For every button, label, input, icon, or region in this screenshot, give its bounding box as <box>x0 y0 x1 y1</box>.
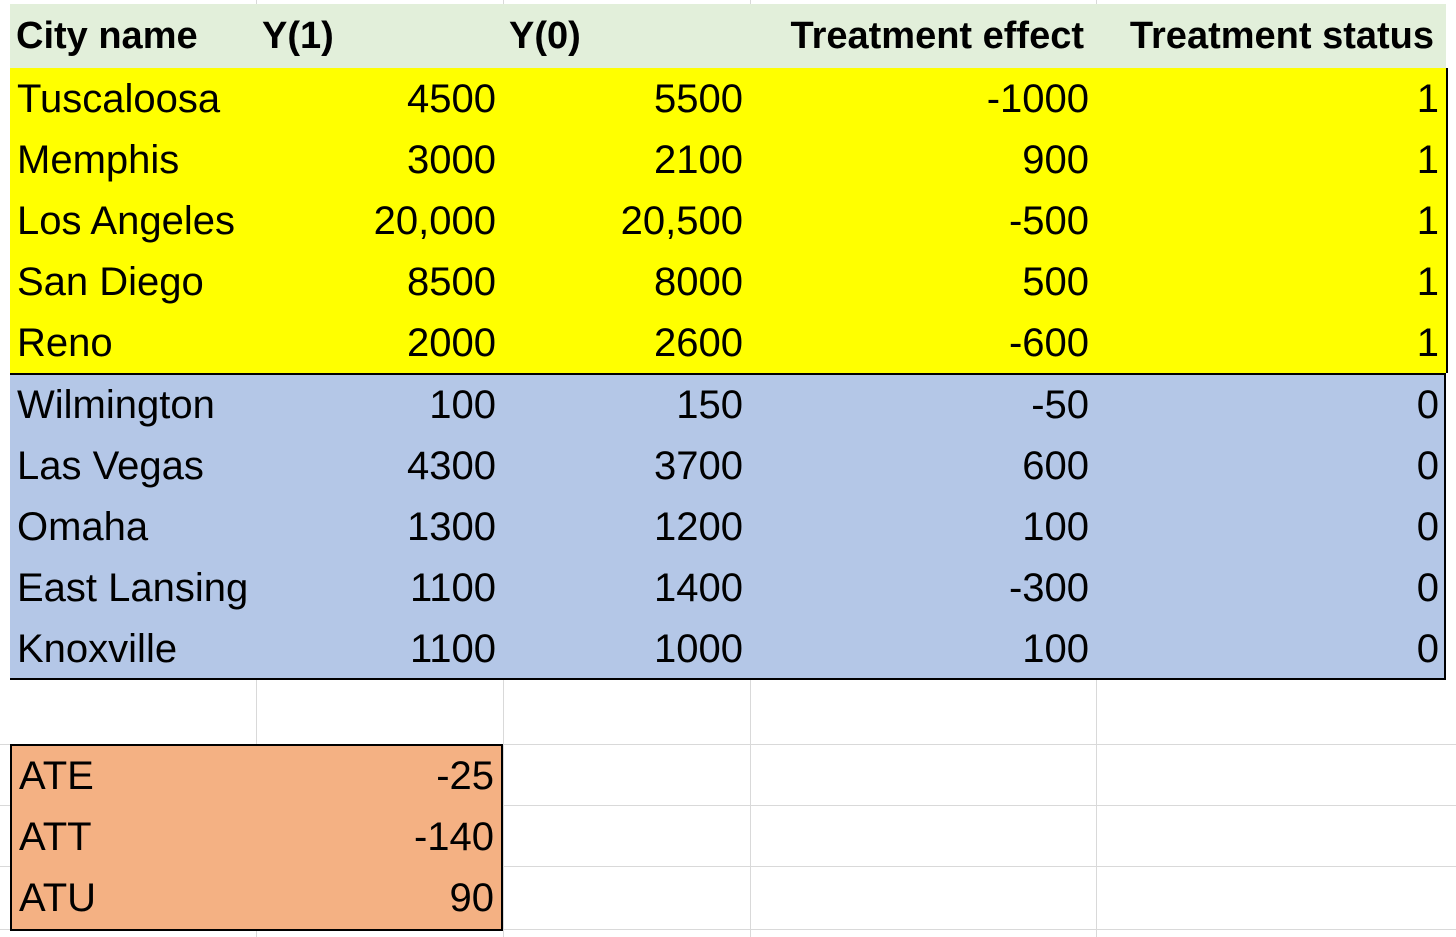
cell-city[interactable]: Memphis <box>17 138 180 182</box>
cell-effect[interactable]: -600 <box>1008 321 1089 365</box>
cell-y1[interactable]: 4300 <box>407 444 496 488</box>
cell-y0[interactable]: 1400 <box>654 566 743 610</box>
table-row: Wilmington 100 150 -50 0 <box>10 375 1446 436</box>
cell-y1[interactable]: 1100 <box>409 627 496 671</box>
header-city[interactable]: City name <box>16 14 198 57</box>
cell-status[interactable]: 1 <box>1416 138 1439 182</box>
cell-effect[interactable]: 600 <box>1022 444 1089 488</box>
cell-y1[interactable]: 20,000 <box>373 199 496 243</box>
cell-y0[interactable]: 20,500 <box>620 199 743 243</box>
cell-status[interactable]: 0 <box>1416 383 1439 427</box>
header-row: City name Y(1) Y(0) Treatment effect Tre… <box>10 4 1446 70</box>
summary-label[interactable]: ATU <box>19 876 97 920</box>
table-row: Knoxville 1100 1000 100 0 <box>10 619 1446 680</box>
cell-y1[interactable]: 1100 <box>409 566 496 610</box>
cell-y0[interactable]: 5500 <box>654 77 743 121</box>
cell-status[interactable]: 0 <box>1416 566 1439 610</box>
cell-y1[interactable]: 1300 <box>407 505 496 549</box>
summary-row: ATU 90 <box>12 868 501 929</box>
table-row: Omaha 1300 1200 100 0 <box>10 497 1446 558</box>
header-y0[interactable]: Y(0) <box>509 14 581 57</box>
cell-y0[interactable]: 3700 <box>654 444 743 488</box>
cell-city[interactable]: East Lansing <box>17 566 249 610</box>
table-row: Tuscaloosa 4500 5500 -1000 1 <box>10 69 1446 130</box>
gridline <box>0 744 1456 745</box>
cell-y0[interactable]: 2600 <box>654 321 743 365</box>
summary-block: ATE -25 ATT -140 ATU 90 <box>10 744 503 931</box>
summary-value[interactable]: -140 <box>413 815 494 859</box>
cell-city[interactable]: Reno <box>17 321 113 365</box>
control-group <box>10 373 1446 680</box>
cell-y1[interactable]: 3000 <box>407 138 496 182</box>
cell-city[interactable]: Tuscaloosa <box>17 77 221 121</box>
cell-status[interactable]: 1 <box>1416 199 1439 243</box>
table-row: Reno 2000 2600 -600 1 <box>10 313 1446 374</box>
cell-effect[interactable]: 500 <box>1022 260 1089 304</box>
cell-y0[interactable]: 150 <box>676 383 743 427</box>
cell-effect[interactable]: -300 <box>1008 566 1089 610</box>
cell-y0[interactable]: 1200 <box>654 505 743 549</box>
cell-city[interactable]: San Diego <box>17 260 204 304</box>
table-row: Memphis 3000 2100 900 1 <box>10 130 1446 191</box>
summary-row: ATE -25 <box>12 746 501 807</box>
header-y1[interactable]: Y(1) <box>262 14 334 57</box>
header-treatment-effect[interactable]: Treatment effect <box>790 14 1084 57</box>
cell-city[interactable]: Knoxville <box>17 627 178 671</box>
summary-value[interactable]: 90 <box>449 876 495 920</box>
table-row: Las Vegas 4300 3700 600 0 <box>10 436 1446 497</box>
cell-effect[interactable]: 100 <box>1022 627 1089 671</box>
gridline <box>0 866 1456 867</box>
cell-status[interactable]: 0 <box>1416 444 1439 488</box>
cell-city[interactable]: Las Vegas <box>17 444 204 488</box>
gridline <box>0 805 1456 806</box>
summary-label[interactable]: ATT <box>19 815 92 859</box>
cell-y0[interactable]: 8000 <box>654 260 743 304</box>
cell-city[interactable]: Wilmington <box>17 383 215 427</box>
summary-value[interactable]: -25 <box>436 754 494 798</box>
cell-y1[interactable]: 4500 <box>407 77 496 121</box>
cell-effect[interactable]: -500 <box>1008 199 1089 243</box>
summary-row: ATT -140 <box>12 807 501 868</box>
cell-city[interactable]: Omaha <box>17 505 149 549</box>
cell-status[interactable]: 0 <box>1416 627 1439 671</box>
treated-group <box>10 68 1448 373</box>
cell-y1[interactable]: 2000 <box>407 321 496 365</box>
summary-label[interactable]: ATE <box>19 754 94 798</box>
gridline <box>0 929 1456 930</box>
cell-effect[interactable]: 900 <box>1022 138 1089 182</box>
table-row: Los Angeles 20,000 20,500 -500 1 <box>10 191 1446 252</box>
table-row: San Diego 8500 8000 500 1 <box>10 252 1446 313</box>
cell-y0[interactable]: 2100 <box>654 138 743 182</box>
cell-effect[interactable]: -1000 <box>986 77 1089 121</box>
cell-status[interactable]: 1 <box>1416 321 1439 365</box>
cell-y1[interactable]: 100 <box>429 383 496 427</box>
header-treatment-status[interactable]: Treatment status <box>1129 14 1434 57</box>
cell-y1[interactable]: 8500 <box>407 260 496 304</box>
cell-status[interactable]: 1 <box>1416 77 1439 121</box>
cell-status[interactable]: 1 <box>1416 260 1439 304</box>
table-row: East Lansing 1100 1400 -300 0 <box>10 558 1446 619</box>
cell-effect[interactable]: -50 <box>1031 383 1089 427</box>
cell-effect[interactable]: 100 <box>1022 505 1089 549</box>
cell-city[interactable]: Los Angeles <box>17 199 235 243</box>
cell-y0[interactable]: 1000 <box>654 627 743 671</box>
cell-status[interactable]: 0 <box>1416 505 1439 549</box>
